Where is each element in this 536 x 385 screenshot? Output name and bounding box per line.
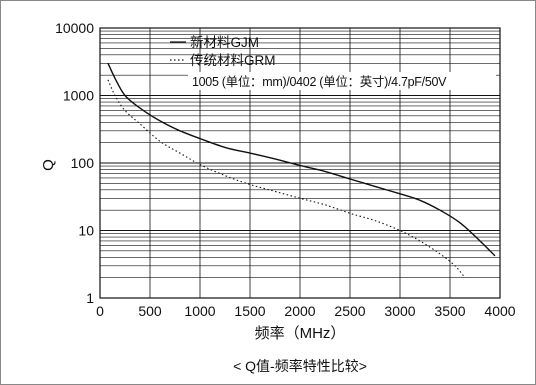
series-layer (107, 62, 496, 279)
y-axis-label: Q (40, 159, 57, 171)
y-tick-label: 1 (86, 290, 94, 306)
series-line-gjm (107, 62, 496, 257)
x-tick-label: 4000 (484, 303, 515, 319)
y-tick-label: 100 (71, 155, 95, 171)
x-tick-label: 1500 (234, 303, 265, 319)
x-axis-label: 频率（MHz） (255, 325, 346, 342)
axis-ticks: 0 500 1000 1500 2000 2500 3000 3500 4000 1 10 100 10… (55, 20, 516, 319)
chart-caption: < Q值-频率特性比较> (233, 358, 367, 374)
legend-label-gjm: 新材料GJM (190, 35, 259, 50)
legend: 新材料GJM 传统材料GRM 1005 (单位：mm)/0402 (单位：英寸)… (170, 35, 496, 90)
spec-annotation: 1005 (单位：mm)/0402 (单位：英寸)/4.7pF/50V (192, 74, 447, 89)
y-tick-label: 10 (78, 223, 94, 239)
x-tick-label: 3500 (434, 303, 465, 319)
legend-label-grm: 传统材料GRM (190, 53, 276, 68)
x-tick-label: 2500 (334, 303, 365, 319)
x-tick-label: 500 (138, 303, 162, 319)
x-tick-label: 0 (96, 303, 104, 319)
series-line-grm (107, 79, 466, 279)
y-tick-label: 10000 (55, 20, 94, 36)
x-tick-label: 3000 (384, 303, 415, 319)
x-tick-label: 1000 (184, 303, 215, 319)
grid-lines (99, 28, 501, 299)
annotation-background (188, 72, 496, 90)
plot-area (99, 27, 501, 299)
x-tick-label: 2000 (284, 303, 315, 319)
y-tick-label: 1000 (63, 88, 94, 104)
